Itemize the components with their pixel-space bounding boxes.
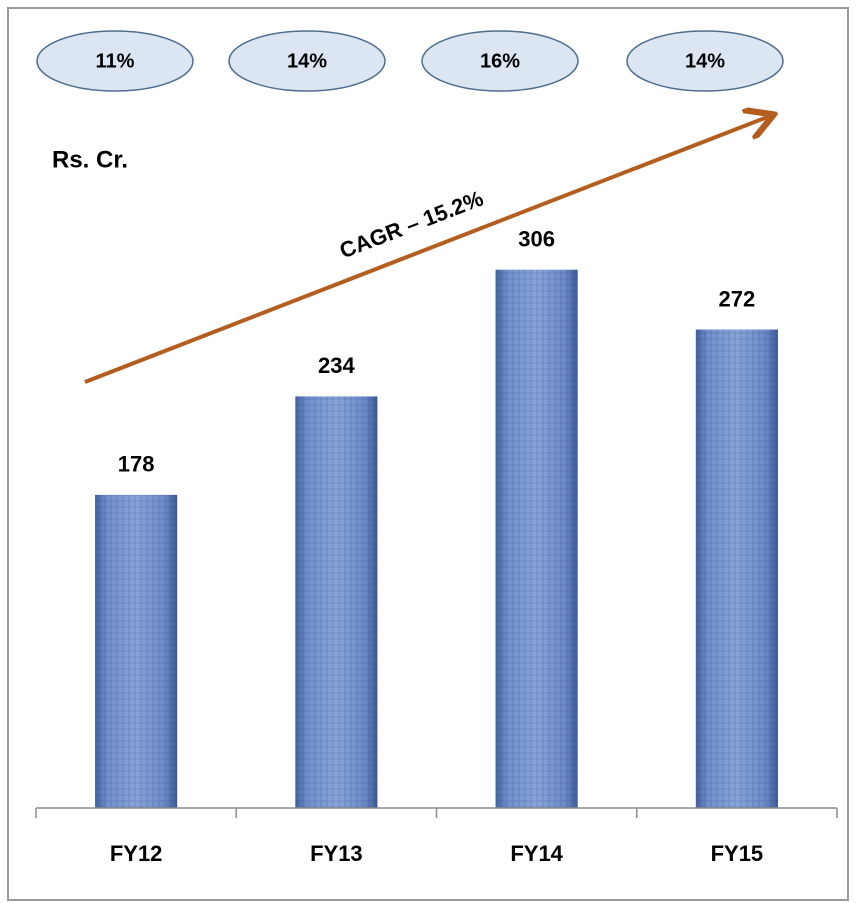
badge	[228, 30, 386, 92]
badge-label: 11%	[96, 50, 135, 72]
badge-label: 14%	[685, 50, 725, 72]
badge	[36, 30, 194, 92]
x-tick-label: FY14	[510, 841, 563, 866]
cagr-arrow	[84, 116, 770, 384]
x-tick-label: FY13	[310, 841, 363, 866]
value-label: 306	[518, 227, 555, 252]
x-tick-label: FY15	[711, 841, 764, 866]
x-tick-label: FY12	[110, 841, 163, 866]
bar-texture	[295, 396, 378, 808]
axis-label: Rs. Cr.	[52, 146, 128, 173]
value-label: 178	[118, 452, 155, 477]
bar-texture	[495, 269, 578, 808]
value-label: 234	[318, 353, 355, 378]
value-label: 272	[719, 286, 756, 311]
badge	[421, 30, 579, 92]
bar-texture	[95, 494, 178, 808]
badge-label: 14%	[287, 50, 327, 72]
badge	[626, 30, 784, 92]
badge-label: 16%	[480, 50, 520, 72]
bar-texture	[695, 329, 778, 808]
